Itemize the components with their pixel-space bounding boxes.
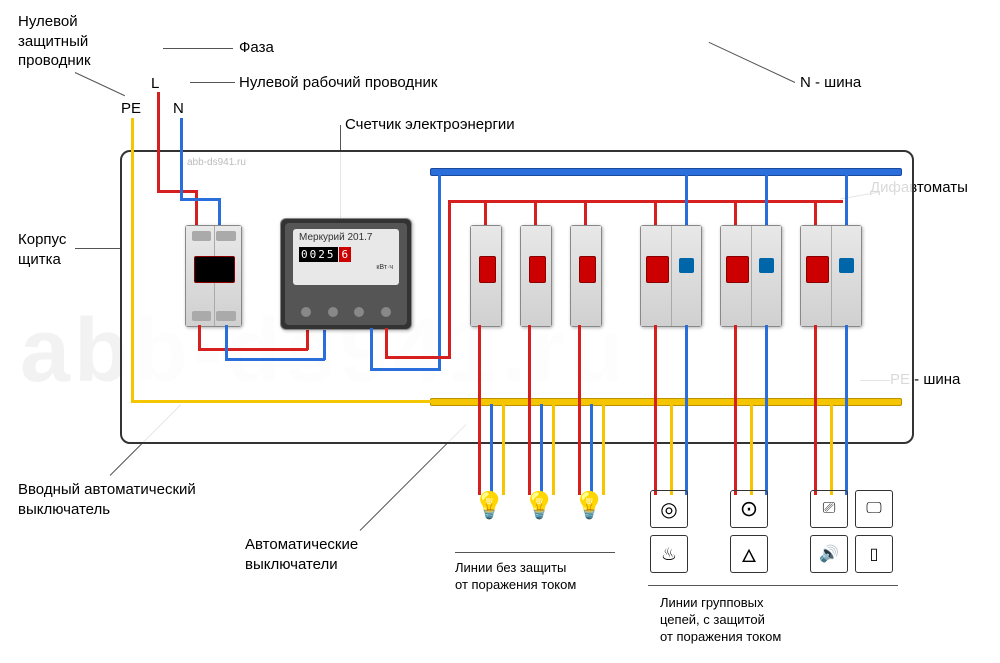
meter-digits: 0025	[299, 247, 338, 262]
tag-l: L	[151, 75, 159, 92]
bulb-icon: 💡	[523, 490, 555, 521]
out-n-1	[490, 404, 493, 495]
wire-l-to-breaker	[195, 190, 198, 226]
label-auto-breakers: Автоматические выключатели	[245, 535, 358, 574]
wire-n-to-bus-v	[438, 171, 441, 371]
tag-n: N	[173, 100, 184, 117]
out-l-1	[478, 325, 481, 495]
kettle-icon: ♨	[650, 535, 688, 573]
wire-n-tap6	[845, 174, 848, 226]
diff-1	[640, 225, 702, 327]
wire-pe-to-bus	[131, 400, 901, 403]
out-l-2	[528, 325, 531, 495]
speaker-icon: 🔊	[810, 535, 848, 573]
n-bus-bar	[430, 168, 902, 176]
leader-pe	[75, 72, 125, 96]
input-breaker	[185, 225, 242, 327]
wire-pe-in-v	[131, 118, 134, 403]
leader-nbus	[709, 42, 796, 83]
wire-l-tap4	[654, 200, 657, 226]
wire-l-in-h	[157, 190, 197, 193]
out-pe-5	[750, 404, 753, 495]
breaker-2	[520, 225, 552, 327]
meter-digit-tail: 6	[339, 247, 352, 262]
wire-n-to-meter-v	[323, 328, 326, 360]
wire-l-to-meter-h	[198, 348, 308, 351]
label-input-breaker: Вводный автоматический выключатель	[18, 480, 196, 519]
wire-n-out-breaker	[225, 325, 228, 360]
out-n-5	[765, 325, 768, 495]
energy-meter: Меркурий 201.7 0025 6 кВт·ч	[280, 218, 412, 330]
wire-l-meter-out-h1	[385, 356, 450, 359]
socket-icon: ⊙	[730, 490, 768, 528]
monitor-icon: 🖵	[855, 490, 893, 528]
out-l-4	[654, 325, 657, 495]
wire-n-tap4	[685, 174, 688, 226]
bracket-group1	[455, 552, 615, 553]
wire-l-tap5	[734, 200, 737, 226]
out-n-4	[685, 325, 688, 495]
wire-l-to-meter-v	[306, 328, 309, 350]
diff-2	[720, 225, 782, 327]
leader-enclosure	[75, 248, 120, 249]
washer-icon: ◎	[650, 490, 688, 528]
wire-l-tap3	[584, 200, 587, 226]
meter-brand: Меркурий 201.7	[299, 232, 393, 243]
tv-icon: ⎚	[810, 490, 848, 528]
wire-n-meter-out-h	[370, 368, 440, 371]
label-n-bus: N - шина	[800, 73, 861, 93]
wire-n-to-meter-h	[225, 358, 325, 361]
out-n-6	[845, 325, 848, 495]
label-pe-conductor: Нулевой защитный проводник	[18, 12, 91, 71]
label-meter: Счетчик электроэнергии	[345, 115, 515, 135]
breaker-1	[470, 225, 502, 327]
label-enclosure: Корпус щитка	[18, 230, 66, 269]
out-pe-2	[552, 404, 555, 495]
wire-l-feed-h	[448, 200, 843, 203]
wire-l-tap2	[534, 200, 537, 226]
tag-pe: PE	[121, 100, 141, 117]
wire-l-meter-out-v	[385, 328, 388, 358]
wire-l-riser	[448, 200, 451, 359]
out-pe-6	[830, 404, 833, 495]
leader-n	[190, 82, 235, 83]
out-l-5	[734, 325, 737, 495]
leader-phase	[163, 48, 233, 49]
diff-3	[800, 225, 862, 327]
label-phase: Фаза	[239, 38, 274, 58]
out-pe-1	[502, 404, 505, 495]
out-n-2	[540, 404, 543, 495]
wire-l-in-v	[157, 92, 160, 192]
wire-n-meter-out-v	[370, 328, 373, 370]
out-l-3	[578, 325, 581, 495]
bracket-group2	[648, 585, 898, 586]
out-pe-4	[670, 404, 673, 495]
bulb-icon: 💡	[473, 490, 505, 521]
wire-n-to-breaker	[218, 198, 221, 226]
out-pe-3	[602, 404, 605, 495]
wire-l-tap6	[814, 200, 817, 226]
pc-icon: ▯	[855, 535, 893, 573]
meter-unit: кВт·ч	[299, 264, 393, 271]
out-n-3	[590, 404, 593, 495]
label-no-protect: Линии без защиты от поражения током	[455, 560, 576, 594]
wire-l-out-breaker	[198, 325, 201, 350]
label-neutral-work: Нулевой рабочий проводник	[239, 73, 437, 93]
url-watermark: abb-ds941.ru	[187, 157, 246, 168]
hairdryer-icon: 🜂	[730, 535, 768, 573]
wire-n-in-h	[180, 198, 220, 201]
wire-l-tap1	[484, 200, 487, 226]
breaker-3	[570, 225, 602, 327]
wire-n-tap5	[765, 174, 768, 226]
wire-n-in-v	[180, 118, 183, 200]
out-l-6	[814, 325, 817, 495]
label-group: Линии групповых цепей, с защитой от пора…	[660, 595, 781, 646]
bulb-icon: 💡	[573, 490, 605, 521]
